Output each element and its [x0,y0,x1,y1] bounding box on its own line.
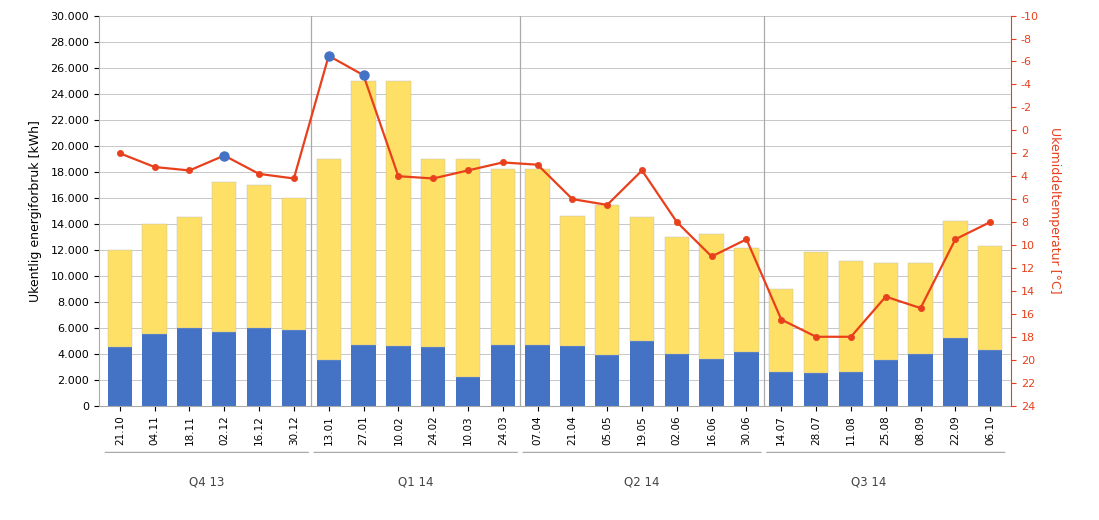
Bar [421,159,445,347]
Bar [839,261,863,372]
Y-axis label: Ukentlig energiforbruk [kWh]: Ukentlig energiforbruk [kWh] [29,120,42,302]
Bar [525,169,550,344]
Bar [143,334,167,406]
Bar [909,354,933,406]
Bar [525,344,550,406]
Bar [734,249,758,353]
Bar [177,217,201,328]
Bar [212,182,236,332]
Bar [456,159,480,377]
Bar [630,341,654,406]
Bar [247,328,271,406]
Text: Q2 14: Q2 14 [624,476,659,489]
Bar [281,330,306,406]
Y-axis label: Ukemiddeltemperatur [°C]: Ukemiddeltemperatur [°C] [1048,127,1061,294]
Bar [769,372,793,406]
Bar [630,217,654,341]
Bar [804,373,829,406]
Bar [386,346,411,406]
Bar [769,289,793,372]
Bar [490,169,515,344]
Bar [874,263,898,360]
Bar [108,250,132,347]
Bar [456,377,480,406]
Bar [943,338,967,406]
Bar [699,359,724,406]
Text: Q4 13: Q4 13 [189,476,224,489]
Bar [108,347,132,406]
Bar [281,198,306,330]
Bar [352,81,376,344]
Bar [665,237,689,354]
Bar [839,372,863,406]
Text: Q1 14: Q1 14 [398,476,433,489]
Bar [734,353,758,406]
Bar [874,360,898,406]
Bar [560,216,585,346]
Bar [212,332,236,406]
Bar [943,221,967,338]
Bar [560,346,585,406]
Bar [143,224,167,334]
Bar [804,252,829,373]
Bar [386,81,411,346]
Bar [177,328,201,406]
Bar [595,355,620,406]
Bar [909,263,933,354]
Bar [317,159,341,360]
Bar [978,349,1002,406]
Bar [978,245,1002,349]
Bar [665,354,689,406]
Bar [421,347,445,406]
Bar [247,185,271,328]
Text: Q3 14: Q3 14 [851,476,886,489]
Bar [352,344,376,406]
Bar [317,360,341,406]
Bar [699,234,724,359]
Bar [595,205,620,355]
Bar [490,344,515,406]
